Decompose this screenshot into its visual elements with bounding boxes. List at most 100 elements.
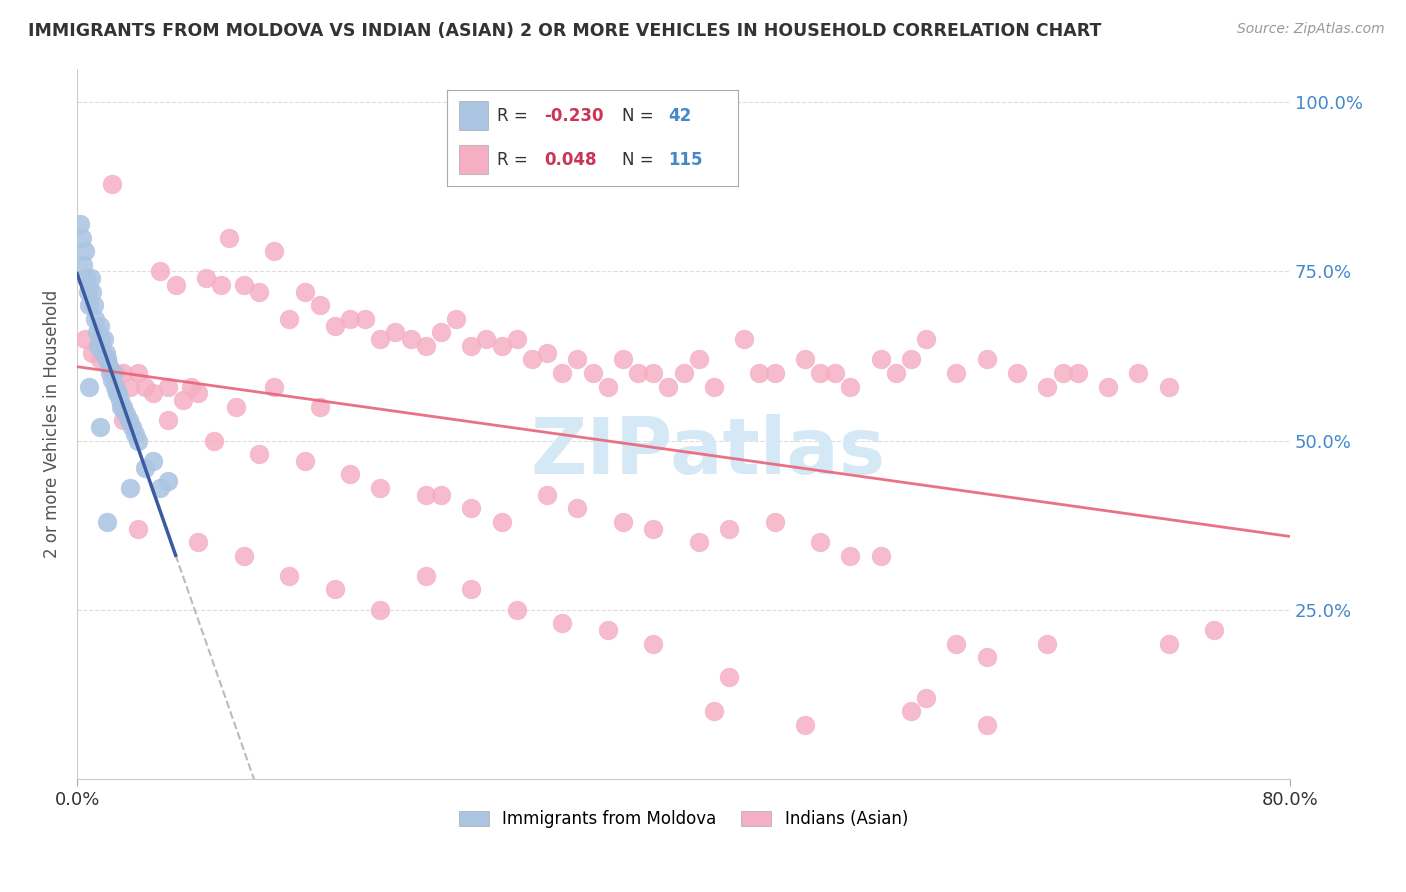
Text: Source: ZipAtlas.com: Source: ZipAtlas.com <box>1237 22 1385 37</box>
Point <box>202 434 225 448</box>
Point <box>149 481 172 495</box>
Point <box>72 258 94 272</box>
Point <box>172 392 194 407</box>
Point <box>77 379 100 393</box>
Point <box>218 230 240 244</box>
Point <box>415 339 437 353</box>
Point <box>612 515 634 529</box>
Point <box>733 332 755 346</box>
Point <box>1128 366 1150 380</box>
Text: ZIPatlas: ZIPatlas <box>530 414 886 490</box>
Point <box>121 420 143 434</box>
Point <box>194 271 217 285</box>
Point <box>520 352 543 367</box>
Point <box>354 311 377 326</box>
Point <box>1157 379 1180 393</box>
Point <box>247 285 270 299</box>
Point <box>86 326 108 340</box>
Point <box>688 352 710 367</box>
Point <box>612 352 634 367</box>
Point <box>117 413 139 427</box>
Point <box>976 650 998 665</box>
Point <box>73 332 96 346</box>
Point <box>111 366 134 380</box>
Point <box>93 332 115 346</box>
Point <box>900 352 922 367</box>
Point <box>323 318 346 333</box>
Point <box>536 345 558 359</box>
Point <box>339 467 361 482</box>
Point <box>430 488 453 502</box>
Point <box>976 352 998 367</box>
Point <box>793 352 815 367</box>
Point <box>108 392 131 407</box>
Point <box>73 244 96 259</box>
Point <box>94 345 117 359</box>
Point <box>308 400 330 414</box>
Point <box>247 447 270 461</box>
Point <box>89 352 111 367</box>
Point <box>105 386 128 401</box>
Point <box>551 366 574 380</box>
Point <box>551 616 574 631</box>
Point <box>370 603 392 617</box>
Point <box>672 366 695 380</box>
Point <box>839 549 862 563</box>
Point <box>703 704 725 718</box>
Point <box>124 426 146 441</box>
Point <box>536 488 558 502</box>
Point <box>915 690 938 705</box>
Point <box>460 582 482 597</box>
Point <box>127 434 149 448</box>
Point <box>869 352 891 367</box>
Point <box>808 535 831 549</box>
Point <box>96 352 118 367</box>
Point <box>399 332 422 346</box>
Point <box>688 535 710 549</box>
Point <box>294 454 316 468</box>
Point <box>110 400 132 414</box>
Point <box>263 244 285 259</box>
Point <box>869 549 891 563</box>
Legend: Immigrants from Moldova, Indians (Asian): Immigrants from Moldova, Indians (Asian) <box>453 803 915 835</box>
Point <box>101 373 124 387</box>
Point <box>96 515 118 529</box>
Point <box>339 311 361 326</box>
Point <box>111 413 134 427</box>
Point <box>506 603 529 617</box>
Point <box>567 501 589 516</box>
Point <box>460 501 482 516</box>
Point <box>111 400 134 414</box>
Point <box>134 460 156 475</box>
Point <box>75 271 97 285</box>
Point <box>90 332 112 346</box>
Point <box>581 366 603 380</box>
Point <box>1097 379 1119 393</box>
Point <box>627 366 650 380</box>
Point <box>165 278 187 293</box>
Point <box>370 481 392 495</box>
Point <box>87 339 110 353</box>
Point <box>76 285 98 299</box>
Point <box>127 522 149 536</box>
Point <box>370 332 392 346</box>
Point <box>120 379 142 393</box>
Point <box>114 407 136 421</box>
Point <box>134 379 156 393</box>
Point <box>748 366 770 380</box>
Point <box>82 345 104 359</box>
Point <box>91 345 114 359</box>
Point <box>294 285 316 299</box>
Point <box>824 366 846 380</box>
Point <box>89 420 111 434</box>
Point <box>643 522 665 536</box>
Point <box>187 386 209 401</box>
Point <box>84 311 107 326</box>
Point <box>157 413 180 427</box>
Point <box>839 379 862 393</box>
Point <box>278 311 301 326</box>
Point <box>157 474 180 488</box>
Point <box>506 332 529 346</box>
Point <box>643 366 665 380</box>
Point <box>415 488 437 502</box>
